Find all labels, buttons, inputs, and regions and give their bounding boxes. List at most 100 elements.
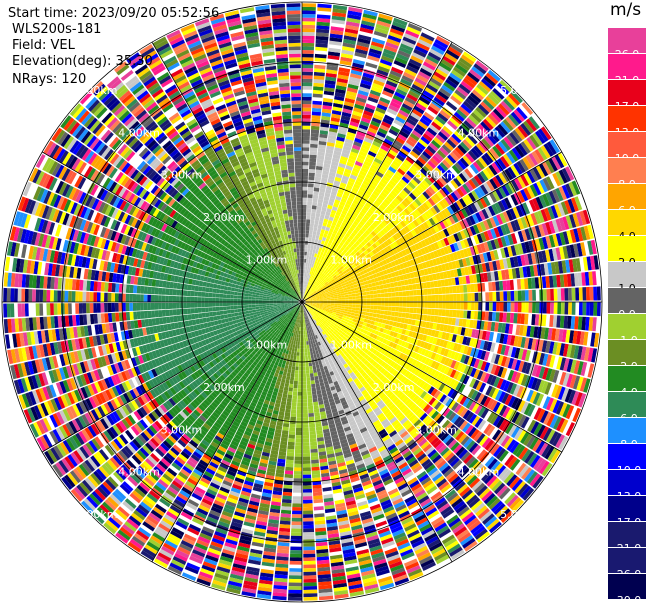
range-gate (347, 158, 356, 164)
range-gate (283, 488, 293, 493)
range-gate (333, 264, 338, 269)
range-gate (333, 255, 338, 260)
range-gate (376, 206, 384, 214)
range-gate (369, 89, 381, 97)
range-gate (318, 195, 324, 200)
range-gate (369, 167, 377, 174)
range-gate (338, 216, 345, 222)
range-gate (361, 117, 371, 124)
range-gate (305, 240, 309, 245)
range-gate (341, 297, 346, 300)
range-gate (396, 53, 410, 62)
range-gate (366, 308, 370, 313)
range-gate (302, 150, 310, 155)
range-gate (406, 302, 410, 308)
range-gate (308, 266, 312, 271)
range-gate (362, 180, 370, 187)
range-gate (348, 6, 363, 13)
range-gate (325, 76, 337, 82)
range-gate (362, 13, 377, 20)
range-gate (345, 232, 351, 238)
range-gate (366, 302, 371, 306)
range-gate (302, 427, 309, 432)
range-gate (463, 310, 468, 319)
range-gate (409, 296, 414, 302)
range-gate (305, 370, 310, 374)
range-gate (302, 341, 305, 346)
range-gate (469, 92, 482, 104)
range-gate (324, 159, 332, 165)
range-gate (310, 133, 319, 138)
range-gate (391, 311, 396, 317)
range-gate (445, 286, 450, 294)
range-gate (393, 60, 407, 68)
range-gate (393, 17, 408, 26)
range-gate (306, 270, 309, 274)
range-gate (330, 267, 335, 272)
range-gate (550, 288, 554, 301)
range-gate (342, 218, 349, 224)
range-gate (328, 47, 341, 53)
range-gate (313, 191, 319, 196)
range-gate (378, 194, 386, 201)
range-gate (596, 286, 601, 301)
range-gate (458, 106, 470, 117)
range-gate (340, 115, 351, 121)
range-gate (303, 492, 313, 497)
range-gate (362, 295, 367, 299)
range-gate (587, 363, 595, 378)
range-gate (285, 466, 294, 471)
range-gate (373, 157, 383, 165)
range-gate (401, 162, 410, 170)
range-gate (311, 470, 321, 475)
range-gate (426, 127, 438, 137)
range-gate (431, 308, 435, 316)
range-gate (386, 169, 395, 177)
range-gate (302, 204, 307, 209)
range-gate (502, 312, 507, 323)
range-gate (379, 314, 384, 319)
range-gate (321, 264, 326, 269)
range-gate (340, 118, 350, 125)
range-gate (363, 9, 378, 17)
range-gate (382, 188, 390, 196)
range-gate (348, 80, 360, 87)
range-gate (359, 305, 364, 309)
range-gate (437, 112, 449, 123)
range-gate (313, 276, 317, 281)
range-gate (302, 294, 304, 299)
range-gate (330, 29, 344, 36)
range-gate (292, 510, 302, 515)
range-gate (312, 198, 318, 203)
range-gate (302, 161, 309, 166)
range-gate (347, 14, 362, 20)
range-gate (546, 302, 551, 314)
range-gate (302, 57, 314, 62)
range-gate (344, 138, 354, 145)
range-gate (308, 416, 315, 421)
range-gate (313, 405, 319, 410)
range-gate (345, 24, 359, 31)
range-gate (296, 424, 302, 428)
range-gate (306, 204, 312, 209)
range-gate (407, 61, 421, 71)
range-gate (377, 302, 382, 306)
range-gate (292, 362, 296, 367)
range-gate (331, 187, 339, 193)
range-gate (542, 289, 547, 301)
range-gate (313, 75, 325, 80)
range-gate (327, 55, 340, 60)
range-gate (339, 201, 346, 207)
range-gate (303, 496, 313, 500)
range-gate (311, 383, 316, 388)
range-gate (286, 398, 292, 403)
range-gate (306, 293, 309, 297)
range-gate (334, 305, 338, 308)
range-gate (391, 297, 396, 302)
range-gate (374, 110, 385, 118)
range-gate (309, 230, 313, 235)
range-gate (355, 134, 365, 141)
range-gate (411, 83, 424, 93)
range-gate (342, 149, 351, 155)
range-gate (323, 90, 335, 96)
